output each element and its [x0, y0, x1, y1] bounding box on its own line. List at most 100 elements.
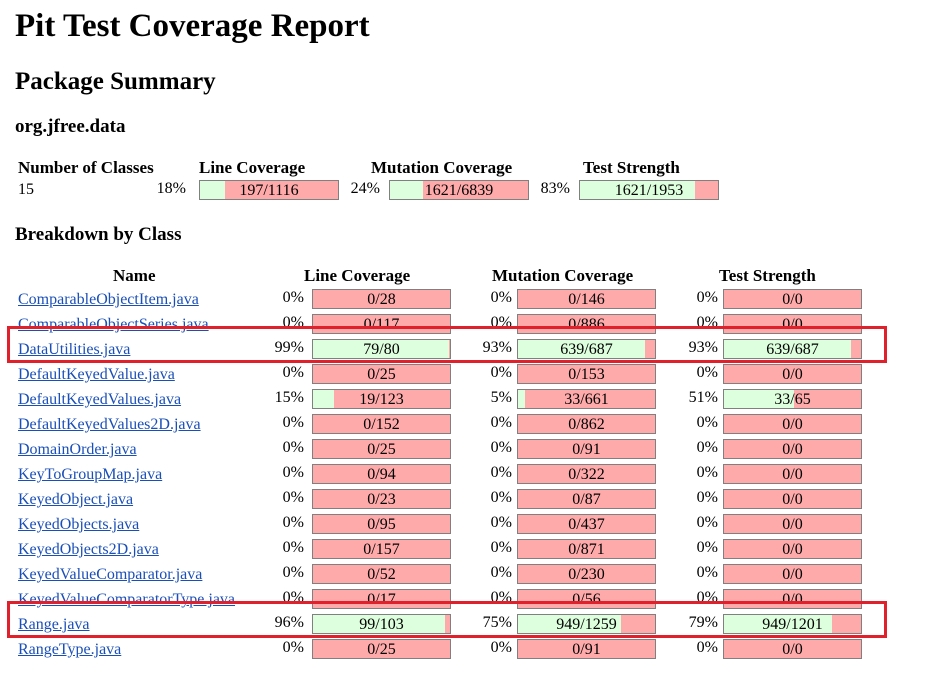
class-link[interactable]: ComparableObjectItem.java [18, 291, 199, 308]
class-link[interactable]: KeyedObjects2D.java [18, 541, 159, 558]
mutation-coverage-label: 0/322 [568, 466, 605, 483]
mutation-coverage-label: 0/91 [572, 441, 601, 458]
line-coverage-bar: 0/25 [312, 439, 451, 459]
line-coverage-label: 0/95 [367, 516, 396, 533]
mutation-coverage-label: 0/153 [568, 366, 605, 383]
mutation-coverage-bar: 0/862 [517, 414, 656, 434]
line-coverage-label: 79/80 [363, 341, 400, 358]
line-pct: 99% [274, 339, 304, 356]
mutation-coverage-label: 0/871 [568, 541, 605, 558]
line-pct: 0% [282, 514, 304, 531]
mutation-coverage-label: 0/862 [568, 416, 605, 433]
mutation-pct: 0% [490, 489, 512, 506]
mutation-coverage-label: 0/87 [572, 491, 601, 508]
class-link[interactable]: KeyToGroupMap.java [18, 466, 163, 483]
strength-coverage-bar: 33/65 [723, 389, 862, 409]
strength-coverage-bar: 639/687 [723, 339, 862, 359]
line-pct: 0% [282, 364, 304, 381]
mutation-pct: 5% [490, 389, 512, 406]
strength-coverage-bar: 0/0 [723, 439, 862, 459]
line-coverage-label: 0/157 [363, 541, 400, 558]
mutation-coverage-bar: 0/871 [517, 539, 656, 559]
class-link[interactable]: KeyedValueComparator.java [18, 566, 203, 583]
mutation-pct: 0% [490, 464, 512, 481]
mutation-pct: 0% [490, 289, 512, 306]
mutation-coverage-bar: 0/91 [517, 439, 656, 459]
mutation-coverage-label: 0/146 [568, 291, 605, 308]
line-coverage-bar: 19/123 [312, 389, 451, 409]
breakdown-heading: Breakdown by Class [15, 224, 182, 245]
line-coverage-bar: 0/52 [312, 564, 451, 584]
highlight-box [7, 326, 887, 363]
table-row: KeyedValueComparator.java 0% 0/52 0% 0/230 0%… [0, 562, 936, 587]
line-coverage-bar: 0/94 [312, 464, 451, 484]
line-coverage-bar: 0/95 [312, 514, 451, 534]
line-coverage-bar: 0/152 [312, 414, 451, 434]
strength-coverage-label: 0/0 [782, 566, 803, 583]
class-link[interactable]: DefaultKeyedValues.java [18, 391, 182, 408]
strength-pct: 0% [696, 439, 718, 456]
class-link[interactable]: DomainOrder.java [18, 441, 137, 458]
strength-pct: 0% [696, 639, 718, 656]
line-pct: 0% [282, 439, 304, 456]
line-pct: 0% [282, 564, 304, 581]
summary-classes-count: 15 [18, 181, 34, 198]
line-coverage-fill [313, 390, 334, 408]
table-row: ComparableObjectSeries.java 0% 0/117 0% 0/88… [0, 312, 936, 337]
summary-header-line: Line Coverage [199, 158, 306, 177]
class-link[interactable]: KeyedObject.java [18, 491, 134, 508]
summary-strength-bar: 1621/1953 [579, 180, 719, 200]
class-link[interactable]: Range.java [18, 616, 90, 633]
line-coverage-label: 19/123 [359, 391, 404, 408]
page-title: Pit Test Coverage Report [15, 8, 370, 44]
line-coverage-bar: 0/25 [312, 639, 451, 659]
strength-coverage-bar: 0/0 [723, 414, 862, 434]
table-row: KeyedObjects2D.java 0% 0/157 0% 0/871 0% 0/0 [0, 537, 936, 562]
line-coverage-bar: 0/25 [312, 364, 451, 384]
mutation-coverage-bar: 0/91 [517, 639, 656, 659]
class-link[interactable]: KeyedObjects.java [18, 516, 140, 533]
table-row: DefaultKeyedValues2D.java 0% 0/152 0% 0/862 0… [0, 412, 936, 437]
strength-coverage-bar: 0/0 [723, 514, 862, 534]
mutation-pct: 0% [490, 564, 512, 581]
table-row: KeyedObject.java 0% 0/23 0% 0/87 0% 0/0 [0, 487, 936, 512]
table-row: KeyedObjects.java 0% 0/95 0% 0/437 0% 0/0 [0, 512, 936, 537]
strength-coverage-bar: 0/0 [723, 464, 862, 484]
line-coverage-label: 0/23 [367, 491, 396, 508]
strength-coverage-label: 0/0 [782, 641, 803, 658]
line-coverage-bar: 0/28 [312, 289, 451, 309]
class-link[interactable]: DefaultKeyedValues2D.java [18, 416, 201, 433]
line-pct: 15% [274, 389, 304, 406]
strength-pct: 93% [688, 339, 718, 356]
strength-pct: 79% [688, 614, 718, 631]
line-coverage-label: 0/25 [367, 366, 396, 383]
mutation-pct: 0% [490, 414, 512, 431]
line-coverage-label: 0/52 [367, 566, 396, 583]
strength-coverage-label: 0/0 [782, 541, 803, 558]
strength-pct: 0% [696, 464, 718, 481]
summary-line-pct: 18% [156, 180, 186, 197]
line-coverage-bar: 99/103 [312, 614, 451, 634]
strength-coverage-bar: 0/0 [723, 539, 862, 559]
strength-pct: 0% [696, 364, 718, 381]
strength-coverage-label: 0/0 [782, 491, 803, 508]
mutation-coverage-label: 639/687 [560, 341, 613, 358]
strength-coverage-label: 0/0 [782, 366, 803, 383]
class-link[interactable]: DefaultKeyedValue.java [18, 366, 175, 383]
package-name: org.jfree.data [15, 116, 126, 137]
class-link[interactable]: DataUtilities.java [18, 341, 131, 358]
strength-pct: 51% [688, 389, 718, 406]
mutation-coverage-label: 0/230 [568, 566, 605, 583]
summary-line-label: 197/1116 [239, 182, 299, 199]
mutation-coverage-bar: 33/661 [517, 389, 656, 409]
table-row: ComparableObjectItem.java 0% 0/28 0% 0/146 0%… [0, 287, 936, 312]
strength-coverage-fill [724, 390, 794, 408]
mutation-coverage-bar: 0/87 [517, 489, 656, 509]
strength-pct: 0% [696, 289, 718, 306]
table-row: RangeType.java 0% 0/25 0% 0/91 0% 0/0 [0, 637, 936, 662]
table-row: Range.java 96% 99/103 75% 949/1259 79% 949/120… [0, 612, 936, 637]
class-link[interactable]: RangeType.java [18, 641, 122, 658]
strength-pct: 0% [696, 489, 718, 506]
line-pct: 0% [282, 289, 304, 306]
line-coverage-bar: 79/80 [312, 339, 451, 359]
